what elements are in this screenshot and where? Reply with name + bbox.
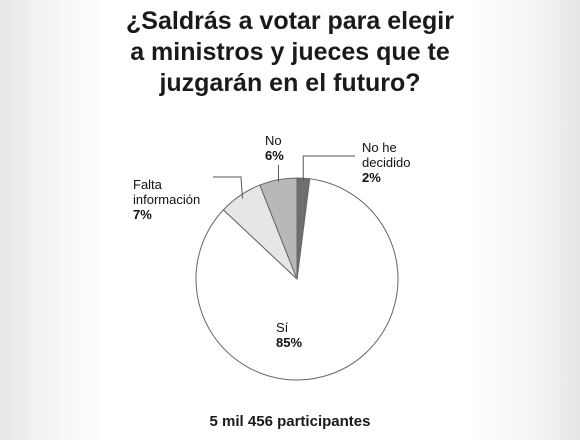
title-line-3: juzgarán en el futuro? [159,69,421,97]
label-no: No 6% [265,133,284,163]
chart-title: ¿Saldrás a votar para elegir a ministros… [90,6,490,99]
title-line-1: ¿Saldrás a votar para elegir [126,7,454,35]
label-si-value: 85% [276,335,303,350]
label-falta-informacion: Falta información 7% [133,177,200,222]
leader-no-he-decidido [302,155,355,181]
slice-si [195,178,399,381]
label-si-name: Sí [276,320,289,335]
title-line-2: a ministros y jueces que te [130,38,450,66]
label-no-he-decidido-value: 2% [362,170,381,185]
label-falta-informacion-line-2: información [133,192,201,207]
leader-falta-informacion [213,176,243,199]
participants-footer: 5 mil 456 participantes [209,413,371,430]
label-no-he-decidido: No he decidido 2% [362,140,410,185]
label-si: Sí 85% [276,320,302,350]
label-no-value: 6% [265,148,284,163]
label-falta-informacion-value: 7% [133,207,152,222]
label-no-he-decidido-line-2: decidido [362,155,411,170]
label-no-name: No [265,133,282,148]
label-falta-informacion-line-1: Falta [133,177,162,192]
label-no-he-decidido-line-1: No he [362,140,397,155]
